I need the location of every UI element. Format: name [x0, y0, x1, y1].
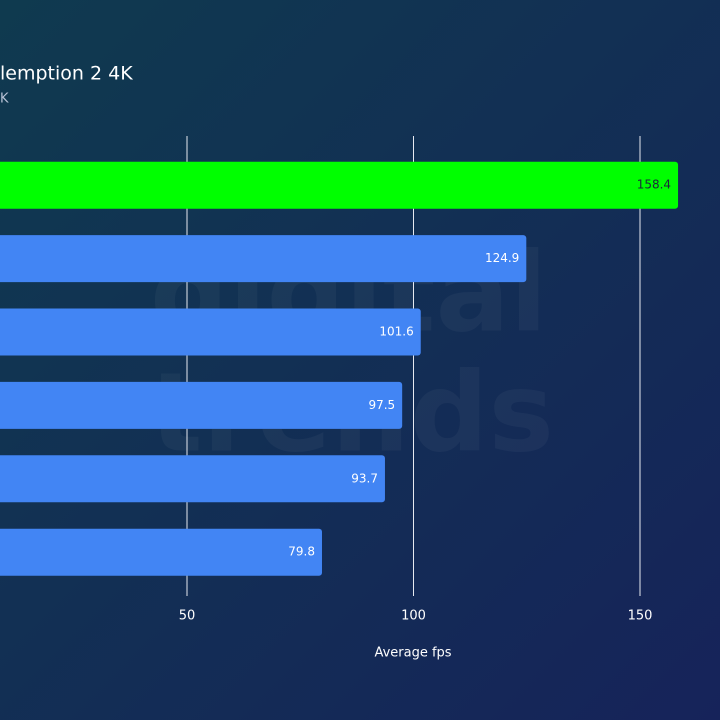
- bar: [0, 308, 421, 356]
- bar: [0, 528, 322, 576]
- bar: [0, 381, 403, 429]
- value-label: 93.7: [351, 471, 378, 485]
- value-label: 124.9: [485, 251, 519, 265]
- value-label: 79.8: [288, 545, 315, 559]
- x-axis-label: Average fps: [374, 646, 451, 661]
- x-tick-label: 50: [179, 609, 196, 624]
- bar: [0, 161, 679, 209]
- value-label: 97.5: [368, 398, 395, 412]
- bar: [0, 455, 385, 503]
- bar: [0, 235, 527, 283]
- chart-title: lemption 2 4K: [0, 63, 133, 85]
- value-label: 158.4: [637, 178, 671, 192]
- x-tick-label: 100: [401, 609, 426, 624]
- value-label: 101.6: [379, 325, 413, 339]
- chart-subtitle: K: [0, 92, 9, 107]
- x-tick-label: 150: [628, 609, 653, 624]
